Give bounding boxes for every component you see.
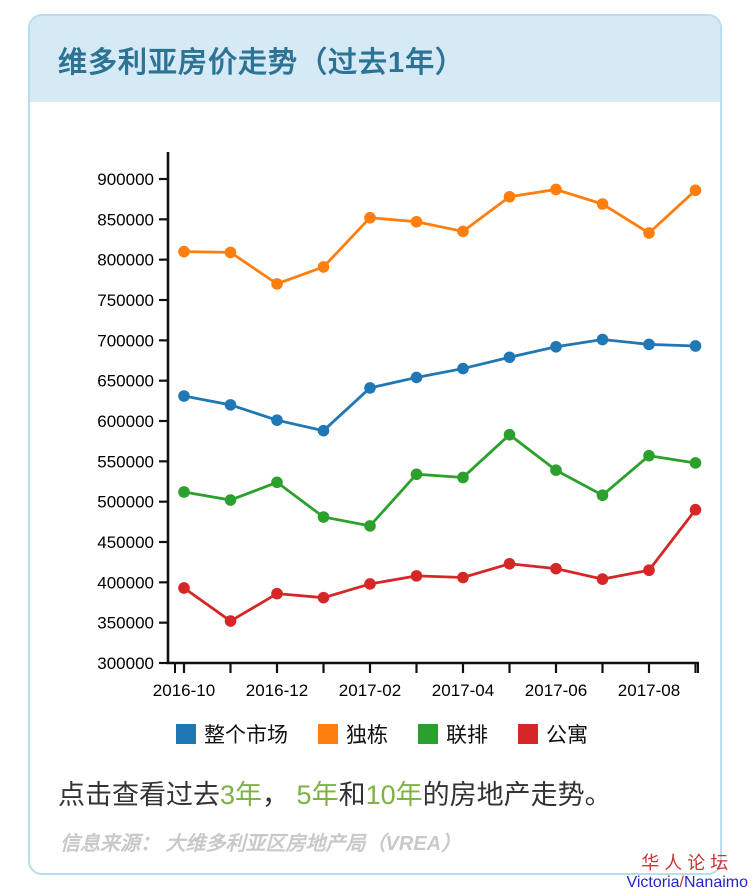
svg-text:2016-12: 2016-12 (246, 681, 308, 700)
legend-item-market: 整个市场 (176, 719, 288, 749)
chart-area: 300000 350000 400000 450000 500000 550000 6000… (58, 150, 720, 705)
svg-text:2016-10: 2016-10 (153, 681, 215, 700)
svg-text:2017-06: 2017-06 (525, 681, 587, 700)
watermark-chinese: 华人论坛 (641, 852, 734, 873)
source-note: 信息来源： 大维多利亚区房地产局（VREA） (60, 833, 462, 855)
price-trend-line-chart: 300000 350000 400000 450000 500000 550000 6000… (97, 152, 702, 700)
watermark-english: Victoria/Nanaimo (626, 874, 748, 892)
legend-item-condo: 公寓 (518, 719, 588, 749)
legend-swatch-condo (518, 724, 538, 744)
svg-text:600000: 600000 (97, 412, 154, 431)
link-10-years[interactable]: 10年 (365, 780, 423, 810)
watermark-victoria: Victoria (626, 873, 680, 891)
chart-card: 维多利亚房价走势（过去1年） 300000 350000 400000 450000 5… (28, 14, 722, 875)
svg-text:850000: 850000 (97, 210, 154, 229)
legend-label-townhouse: 联排 (446, 724, 488, 747)
link-3-years[interactable]: 3年 (220, 780, 263, 810)
svg-text:2017-04: 2017-04 (432, 681, 494, 700)
click-to-view-line: 点击查看过去3年， 5年和10年的房地产走势。 (58, 773, 720, 812)
legend-item-townhouse: 联排 (418, 719, 488, 749)
svg-text:750000: 750000 (97, 291, 154, 310)
click-text-1: 点击查看过去 (58, 780, 220, 810)
svg-text:700000: 700000 (97, 331, 154, 350)
legend-item-detached: 独栋 (318, 719, 388, 749)
link-5-years[interactable]: 5年 (296, 780, 339, 810)
legend-label-condo: 公寓 (546, 724, 588, 747)
legend-label-detached: 独栋 (346, 724, 388, 747)
click-text-2: ， (262, 780, 297, 810)
click-text-3: 和 (338, 780, 366, 810)
legend-swatch-detached (318, 724, 338, 744)
svg-text:550000: 550000 (97, 452, 154, 471)
svg-text:450000: 450000 (97, 533, 154, 552)
click-text-4: 的房地产走势。 (422, 780, 612, 810)
forum-watermark: 华人论坛 Victoria/Nanaimo (626, 853, 748, 892)
svg-text:500000: 500000 (97, 493, 154, 512)
svg-text:800000: 800000 (97, 251, 154, 270)
svg-text:350000: 350000 (97, 614, 154, 633)
chart-legend: 整个市场 独栋 联排 公寓 (44, 719, 720, 749)
svg-text:900000: 900000 (97, 170, 154, 189)
page-title: 维多利亚房价走势（过去1年） (58, 47, 466, 79)
svg-text:2017-02: 2017-02 (339, 681, 401, 700)
legend-swatch-market (176, 724, 196, 744)
watermark-nanaimo: Nanaimo (683, 873, 748, 891)
svg-text:400000: 400000 (97, 573, 154, 592)
svg-text:2017-08: 2017-08 (618, 681, 680, 700)
legend-swatch-townhouse (418, 724, 438, 744)
legend-label-market: 整个市场 (204, 724, 288, 747)
card-header: 维多利亚房价走势（过去1年） (30, 16, 720, 102)
svg-text:300000: 300000 (97, 654, 154, 673)
watermark-slash: / (679, 873, 684, 891)
svg-text:650000: 650000 (97, 372, 154, 391)
